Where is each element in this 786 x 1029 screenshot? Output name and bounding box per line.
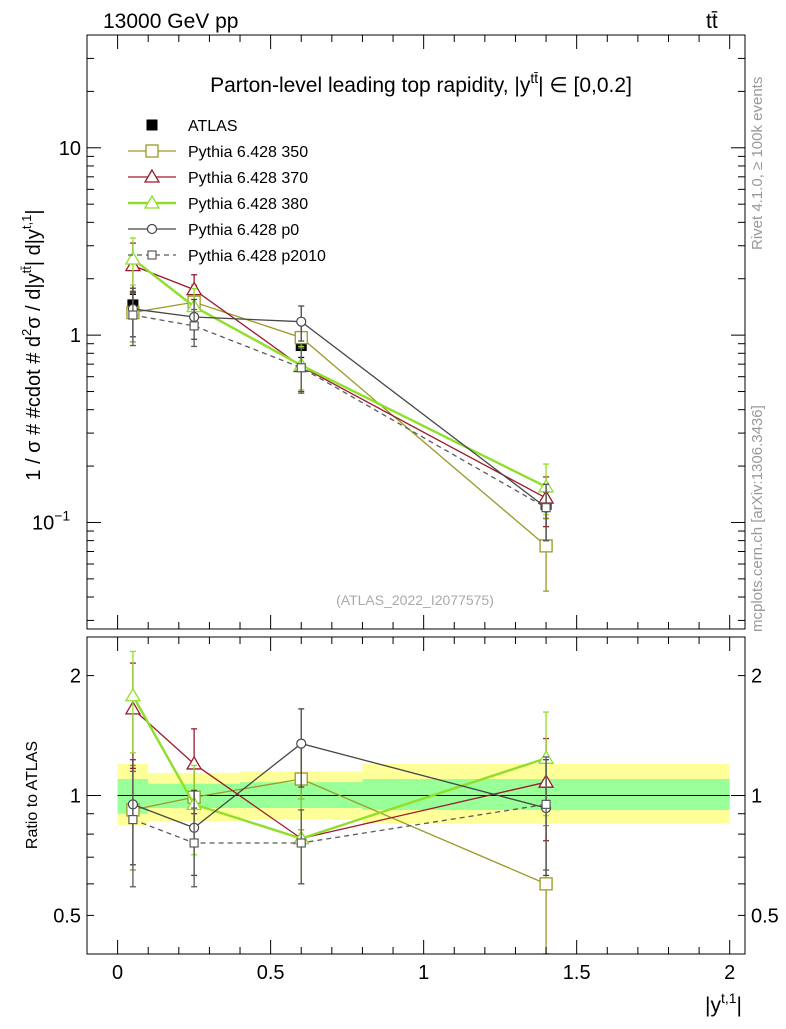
ratio-ytick-label-base: 2 [70,666,81,688]
ylabel-end: | [23,209,45,214]
main-series-2-line [132,265,547,499]
ratio-xtick-label-2: 1 [418,962,429,984]
main-frame [86,34,746,630]
legend-marker-5 [147,250,157,260]
legend-marker-1 [145,144,159,158]
ratio-series-4-line [132,803,547,844]
legend-item-5: Pythia 6.428 p2010 [128,248,326,265]
legend-marker-4 [146,223,158,235]
ratio-ytick-label-right-0: 2 [751,666,762,688]
ylabel-mid: σ / d|y [23,273,45,328]
title-sup: tt̄ [530,70,538,86]
ylabel-sup2: tt̄ [19,266,34,274]
ratio-series-4 [128,756,551,888]
rivet-label: Rivet 4.1.0, ≥ 100k events [749,77,766,250]
main-series-1 [126,284,553,592]
main-series-3 [124,237,555,516]
legend-marker-3 [143,194,161,209]
ratio-ytick-label-2: 0.5 [53,905,81,927]
main-ytick-label-sup: −1 [54,507,70,523]
main-series-4-line [132,308,547,509]
ratio-series-4-point-3 [541,799,551,809]
main-series-3-point-0 [124,250,142,265]
main-series-5-line [132,314,547,509]
ratio-series-0-point-3 [539,877,553,891]
ratio-series-4-point-0 [128,814,138,825]
legend-item-4: Pythia 6.428 p0 [128,222,299,239]
ratio-xlabel: |yt,1| [705,990,742,1017]
ratio-xtick-label-1: 0.5 [257,962,285,984]
legend-label-5: Pythia 6.428 p2010 [188,248,326,265]
ratio-ytick-label-0: 2 [70,666,81,688]
main-series-3-line [132,258,547,488]
main-title: Parton-level leading top rapidity, |ytt̄… [210,70,632,97]
ratio-xtick-label-3: 1.5 [563,962,591,984]
legend-marker-2 [143,168,161,183]
ratio-series-0-line [132,778,547,885]
ratio-ytick-label-base: 0.5 [53,905,81,927]
ratio-ytick-label-1: 1 [70,786,81,808]
xlabel-end: | [737,994,742,1017]
main-ytick-label-2: 10−1 [32,507,70,534]
legend-label-2: Pythia 6.428 370 [188,170,308,187]
ylabel-sup1: 2 [19,329,34,336]
main-ytick-label-base: 10 [59,138,81,160]
legend-label-1: Pythia 6.428 350 [188,144,308,161]
ratio-series-3-point-2 [296,738,307,749]
xlabel-sup: t,1 [721,990,737,1006]
ratio-series-3-line [132,742,547,829]
main-ytick-label-0: 10 [59,138,81,160]
ratio-ylabel: Ratio to ATLAS [24,741,41,849]
mcplots-label: mcplots.cern.ch [arXiv:1306.3436] [749,405,766,632]
ylabel-sup3: t,1 [19,215,34,229]
ratio-ytick-label-right-2: 0.5 [751,905,779,927]
ylabel-main: 1 / σ # #cdot # d [23,336,45,481]
main-ylabel: 1 / σ # #cdot # d2σ / d|ytt̄| d|yt,1| [19,209,45,480]
main-series-5-point-0 [128,310,138,320]
legend-label-3: Pythia 6.428 380 [188,196,308,213]
title-main: Parton-level leading top rapidity, |y [210,74,531,97]
main-series-4-point-2 [296,316,307,327]
main-ytick-label-base: 1 [70,325,81,347]
legend: ATLAS Pythia 6.428 350 Pythia 6.428 370 Pyt… [128,118,326,265]
ratio-series-4-point-2 [296,838,306,848]
header-process: tt̄ [706,10,718,33]
main-series-5 [128,292,551,542]
legend-marker-0 [146,119,158,131]
ratio-ytick-label-right-1: 1 [751,786,762,808]
ratio-series-2-point-0 [124,687,142,702]
xlabel-main: |y [705,994,721,1017]
legend-item-1: Pythia 6.428 350 [128,144,308,161]
title-tail: | ∈ [0,0.2] [538,74,632,97]
main-series-5-point-1 [189,321,199,331]
main-series-5-point-3 [541,503,551,513]
main-series-5-point-2 [296,363,306,373]
legend-item-2: Pythia 6.428 370 [128,168,308,187]
ratio-series-2-line [131,695,547,840]
ratio-xtick-label-4: 2 [724,962,735,984]
main-ytick-label-base: 10 [32,512,54,534]
ratio-ytick-label-base: 1 [70,786,81,808]
ratio-panel: 2 2 1 1 0.5 0.5 0 0.5 1 1.5 2 Ratio to ATLAS |yt,1… [24,636,779,1017]
ratio-xtick-label-0: 0 [112,962,123,984]
ratio-series-1-line [132,708,547,840]
ylabel-tail1: | d|y [23,229,45,266]
legend-label-0: ATLAS [188,118,238,135]
header-energy: 13000 GeV pp [103,10,238,33]
main-series-1-point-3 [539,539,553,553]
legend-item-0: ATLAS [146,118,238,135]
ratio-series-4-point-1 [189,838,199,848]
analysis-watermark: (ATLAS_2022_I2077575) [336,592,494,608]
legend-item-3: Pythia 6.428 380 [128,194,308,213]
legend-label-4: Pythia 6.428 p0 [188,222,299,239]
main-ytick-label-1: 1 [70,325,81,347]
